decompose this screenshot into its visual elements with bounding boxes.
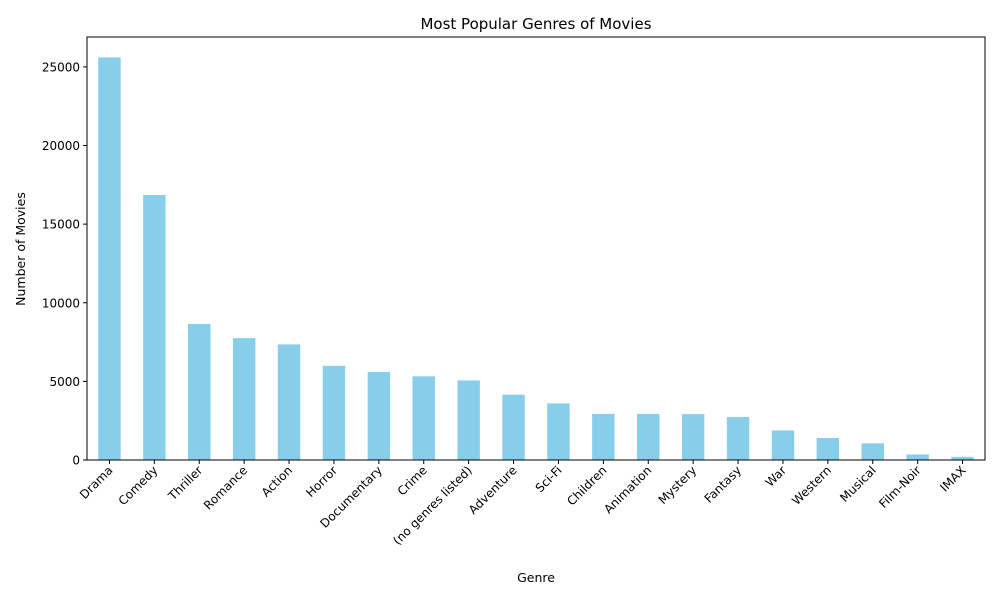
bar-fantasy (726, 417, 750, 460)
x-tick-label: Thriller (165, 463, 205, 503)
bar-drama (98, 57, 121, 460)
bar-documentary (367, 371, 391, 460)
x-tick-label: Mystery (656, 463, 700, 507)
x-tick-label: Fantasy (702, 463, 745, 506)
x-tick-label: Musical (837, 463, 879, 505)
y-tick-label: 5000 (49, 375, 80, 389)
bar-western (816, 437, 840, 460)
y-tick-label: 0 (72, 454, 80, 468)
x-tick-label: Film-Noir (876, 463, 924, 511)
x-axis-label: Genre (517, 570, 555, 585)
x-tick-label: Horror (303, 463, 340, 500)
bar-musical (861, 443, 884, 460)
bar-animation (637, 413, 660, 460)
x-tick-label: Action (259, 463, 295, 499)
bar-children (592, 413, 615, 460)
bar-film-noir (906, 454, 929, 460)
bar-horror (322, 365, 346, 460)
x-tick-label: Crime (395, 463, 430, 498)
plot-frame (86, 36, 986, 461)
bar-thriller (188, 323, 211, 460)
x-tick-label: Adventure (466, 463, 520, 517)
bar-no-genres-listed (457, 380, 480, 460)
y-tick-label: 25000 (42, 60, 80, 74)
bar-war (771, 430, 795, 460)
x-tick-label: (no genres listed) (390, 463, 474, 547)
x-tick-label: Comedy (116, 463, 161, 508)
x-tick-label: Sci-Fi (533, 463, 565, 495)
x-tick-label: Romance (201, 463, 250, 512)
bar-comedy (143, 195, 166, 460)
bar-crime (412, 376, 435, 460)
y-tick-label: 20000 (42, 139, 80, 153)
bar-romance (232, 338, 256, 460)
y-axis-label: Number of Movies (13, 192, 28, 306)
y-tick-label: 10000 (42, 296, 80, 310)
x-tick-label: Western (789, 463, 834, 508)
y-tick-label: 15000 (42, 218, 80, 232)
bar-mystery (681, 414, 705, 460)
bars-group (98, 57, 974, 460)
bar-adventure (502, 394, 525, 460)
x-tick-label: Drama (77, 463, 116, 502)
x-tick-label: Children (564, 463, 609, 508)
x-tick-label: Animation (601, 463, 654, 516)
chart-title: Most Popular Genres of Movies (420, 15, 651, 33)
bar-action (277, 344, 301, 460)
y-axis: 0 5000 10000 15000 20000 25000 (42, 60, 87, 468)
x-tick-label: IMAX (937, 463, 968, 494)
bar-sci-fi (547, 403, 570, 460)
x-tick-label: War (763, 463, 789, 489)
bar-imax (951, 456, 974, 460)
